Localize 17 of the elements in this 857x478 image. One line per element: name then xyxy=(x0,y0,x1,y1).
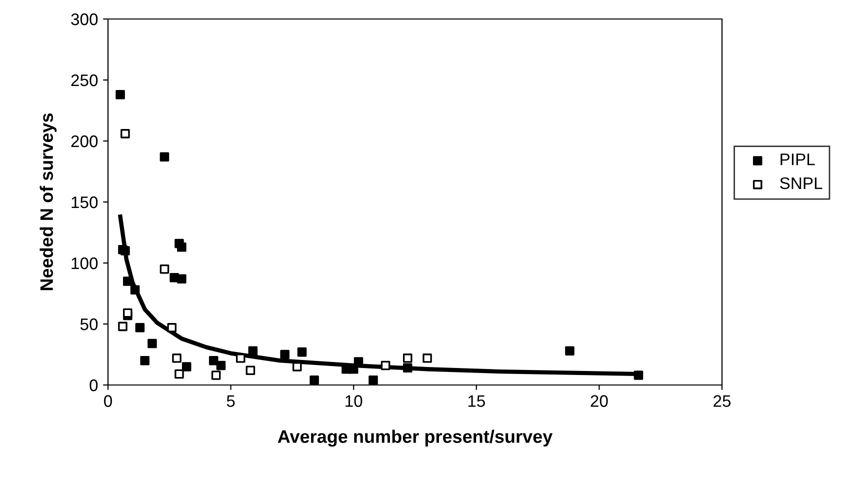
legend-label: SNPL xyxy=(780,177,822,190)
y-tick-label: 250 xyxy=(71,74,98,86)
y-tick-label: 150 xyxy=(72,196,98,208)
x-tick-label: 5 xyxy=(226,395,235,407)
y-tick-label: 50 xyxy=(80,318,98,330)
x-axis-title: Average number present/survey xyxy=(278,430,553,447)
y-tick-label: 300 xyxy=(71,13,98,26)
x-tick-label: 0 xyxy=(104,395,112,407)
y-tick-label: 200 xyxy=(71,135,98,148)
y-tick-label: 0 xyxy=(90,379,98,392)
x-tick-label: 10 xyxy=(346,395,362,407)
y-tick-label: 100 xyxy=(72,257,98,270)
x-tick-label: 25 xyxy=(714,395,731,407)
y-axis-title: Needed N of surveys xyxy=(40,113,57,290)
x-tick-label: 20 xyxy=(590,395,608,407)
legend-label: PIPL xyxy=(780,154,815,166)
x-tick-label: 15 xyxy=(468,395,485,407)
